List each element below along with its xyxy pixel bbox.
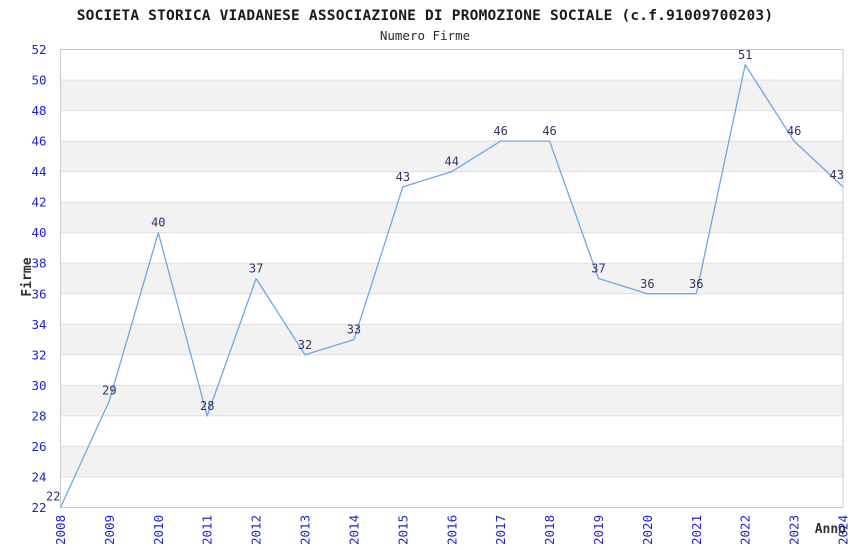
y-axis-title: Firme <box>20 257 35 296</box>
plot-band <box>60 141 843 172</box>
y-tick-label: 52 <box>31 42 46 57</box>
x-tick-label: 2009 <box>102 515 117 545</box>
y-tick-label: 38 <box>31 256 46 271</box>
y-tick-label: 42 <box>31 195 46 210</box>
data-point-label: 40 <box>151 216 165 230</box>
data-point-label: 33 <box>347 323 361 337</box>
x-tick-label: 2008 <box>53 515 68 545</box>
data-point-label: 32 <box>298 338 312 352</box>
y-tick-label: 28 <box>31 408 46 423</box>
x-tick-label: 2019 <box>591 515 606 545</box>
x-tick-label: 2014 <box>346 515 361 545</box>
y-tick-label: 50 <box>31 73 46 88</box>
x-tick-label: 2018 <box>542 515 557 545</box>
x-tick-label: 2023 <box>787 515 802 545</box>
data-point-label: 36 <box>640 277 654 291</box>
x-tick-label: 2020 <box>640 515 655 545</box>
data-point-label: 37 <box>591 262 605 276</box>
y-tick-label: 44 <box>31 164 46 179</box>
x-tick-label: 2012 <box>249 515 264 545</box>
x-tick-label: 2024 <box>836 515 850 545</box>
chart-subtitle: Numero Firme <box>380 28 470 43</box>
data-point-label: 22 <box>46 490 60 504</box>
plot-band <box>60 385 843 416</box>
y-tick-label: 48 <box>31 103 46 118</box>
data-point-label: 46 <box>493 124 507 138</box>
x-tick-label: 2011 <box>200 515 215 545</box>
y-tick-label: 40 <box>31 225 46 240</box>
y-tick-label: 36 <box>31 286 46 301</box>
chart-title: SOCIETA STORICA VIADANESE ASSOCIAZIONE D… <box>77 8 774 24</box>
x-tick-label: 2015 <box>395 515 410 545</box>
data-point-label: 43 <box>830 168 844 182</box>
plot-band <box>60 446 843 477</box>
x-tick-label: 2021 <box>689 515 704 545</box>
y-tick-label: 32 <box>31 347 46 362</box>
x-tick-label: 2013 <box>298 515 313 545</box>
data-point-label: 28 <box>200 399 214 413</box>
series-layer <box>59 64 844 508</box>
data-point-label: 29 <box>102 384 116 398</box>
series-line <box>59 64 844 508</box>
x-tick-label: 2016 <box>444 515 459 545</box>
data-point-label: 36 <box>689 277 703 291</box>
data-point-label: 51 <box>738 48 752 62</box>
plot-band <box>60 324 843 355</box>
data-point-label: 44 <box>445 155 459 169</box>
data-point-label: 37 <box>249 262 263 276</box>
data-point-label: 43 <box>396 170 410 184</box>
y-tick-label: 34 <box>31 317 46 332</box>
x-tick-label: 2022 <box>738 515 753 545</box>
y-tick-label: 30 <box>31 378 46 393</box>
plot-band <box>60 263 843 294</box>
plot-band <box>60 80 843 111</box>
y-tick-label: 22 <box>31 500 46 515</box>
x-tick-label: 2010 <box>151 515 166 545</box>
x-tick-label: 2017 <box>493 515 508 545</box>
x-axis-title: Anno <box>815 522 846 537</box>
y-tick-label: 26 <box>31 439 46 454</box>
plot-band <box>60 202 843 233</box>
data-point-label: 46 <box>787 124 801 138</box>
data-point-label: 46 <box>542 124 556 138</box>
point-label-layer: 22 29 40 28 37 32 33 43 44 46 46 37 36 36 51 46 43 <box>46 48 844 504</box>
band-layer <box>60 80 843 477</box>
y-tick-label: 24 <box>31 469 46 484</box>
plot-border <box>60 49 844 508</box>
y-tick-label: 46 <box>31 134 46 149</box>
